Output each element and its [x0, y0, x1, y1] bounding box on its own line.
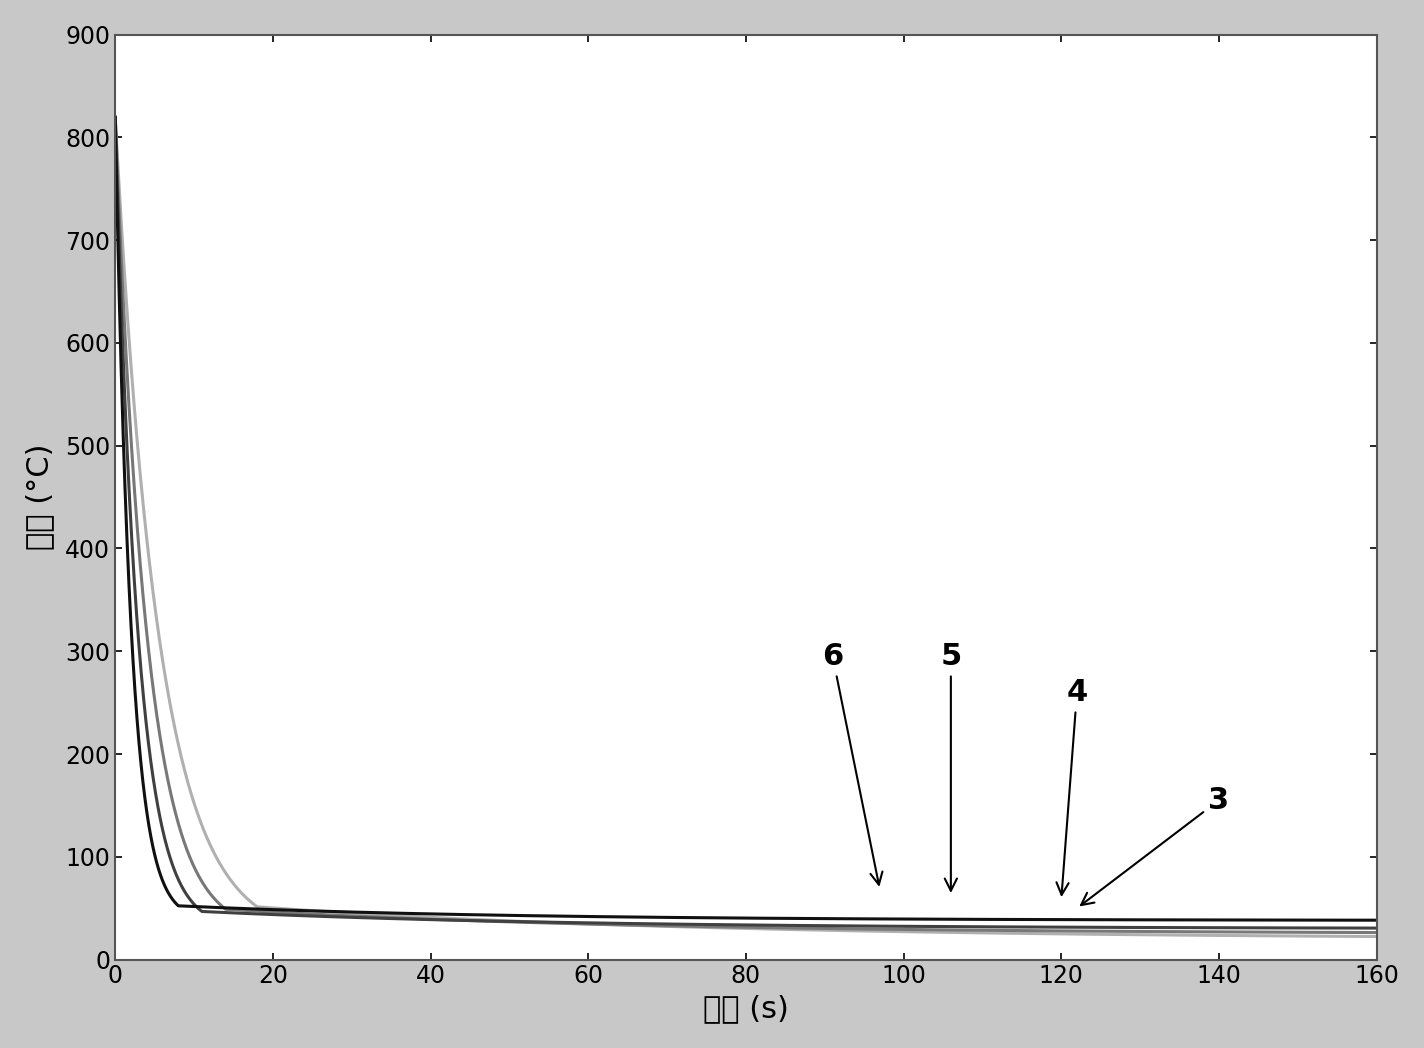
Text: 4: 4	[1057, 678, 1088, 895]
Text: 3: 3	[1081, 786, 1229, 905]
Text: 5: 5	[940, 641, 961, 891]
Text: 6: 6	[822, 641, 883, 885]
X-axis label: 时间 (s): 时间 (s)	[703, 994, 789, 1023]
Y-axis label: 温度 (°C): 温度 (°C)	[26, 443, 54, 550]
